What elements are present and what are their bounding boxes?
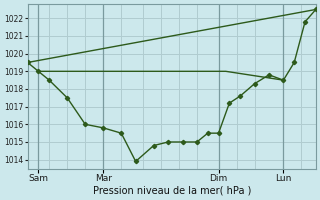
X-axis label: Pression niveau de la mer( hPa ): Pression niveau de la mer( hPa )	[92, 186, 251, 196]
